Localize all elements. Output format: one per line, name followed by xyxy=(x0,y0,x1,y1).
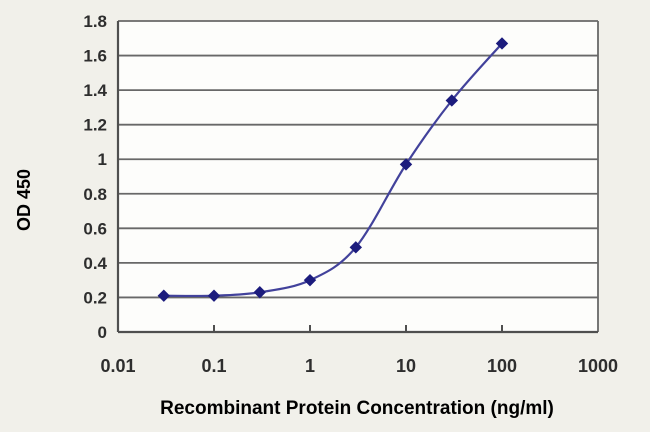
x-tick-label: 1000 xyxy=(578,356,618,376)
data-point-marker xyxy=(495,37,509,50)
y-axis-title: OD 450 xyxy=(14,168,34,232)
y-tick-label: 1.8 xyxy=(83,12,107,31)
y-tick-label: 0 xyxy=(98,323,107,342)
data-point-marker xyxy=(399,158,413,171)
y-tick-label: 0.8 xyxy=(83,185,107,204)
data-point-marker xyxy=(303,273,317,287)
plot-background xyxy=(118,21,598,332)
x-tick-label: 1 xyxy=(305,356,315,376)
data-point-marker xyxy=(207,289,221,302)
x-tick-label: 10 xyxy=(396,356,416,376)
y-tick-label: 1 xyxy=(98,150,107,169)
data-point-marker xyxy=(349,241,363,254)
data-point-marker xyxy=(445,94,459,107)
y-tick-label: 1.2 xyxy=(83,116,107,135)
x-tick-label: 0.01 xyxy=(100,356,135,376)
y-tick-label: 1.4 xyxy=(83,81,107,100)
y-tick-label: 0.2 xyxy=(83,288,107,307)
data-point-marker xyxy=(253,286,267,299)
x-tick-label: 0.1 xyxy=(201,356,226,376)
y-tick-label: 1.6 xyxy=(83,47,107,66)
y-tick-label: 0.6 xyxy=(83,219,107,238)
x-tick-label: 100 xyxy=(487,356,517,376)
y-tick-label: 0.4 xyxy=(83,254,107,273)
x-axis-title: Recombinant Protein Concentration (ng/ml… xyxy=(160,398,554,419)
data-point-marker xyxy=(157,289,171,302)
